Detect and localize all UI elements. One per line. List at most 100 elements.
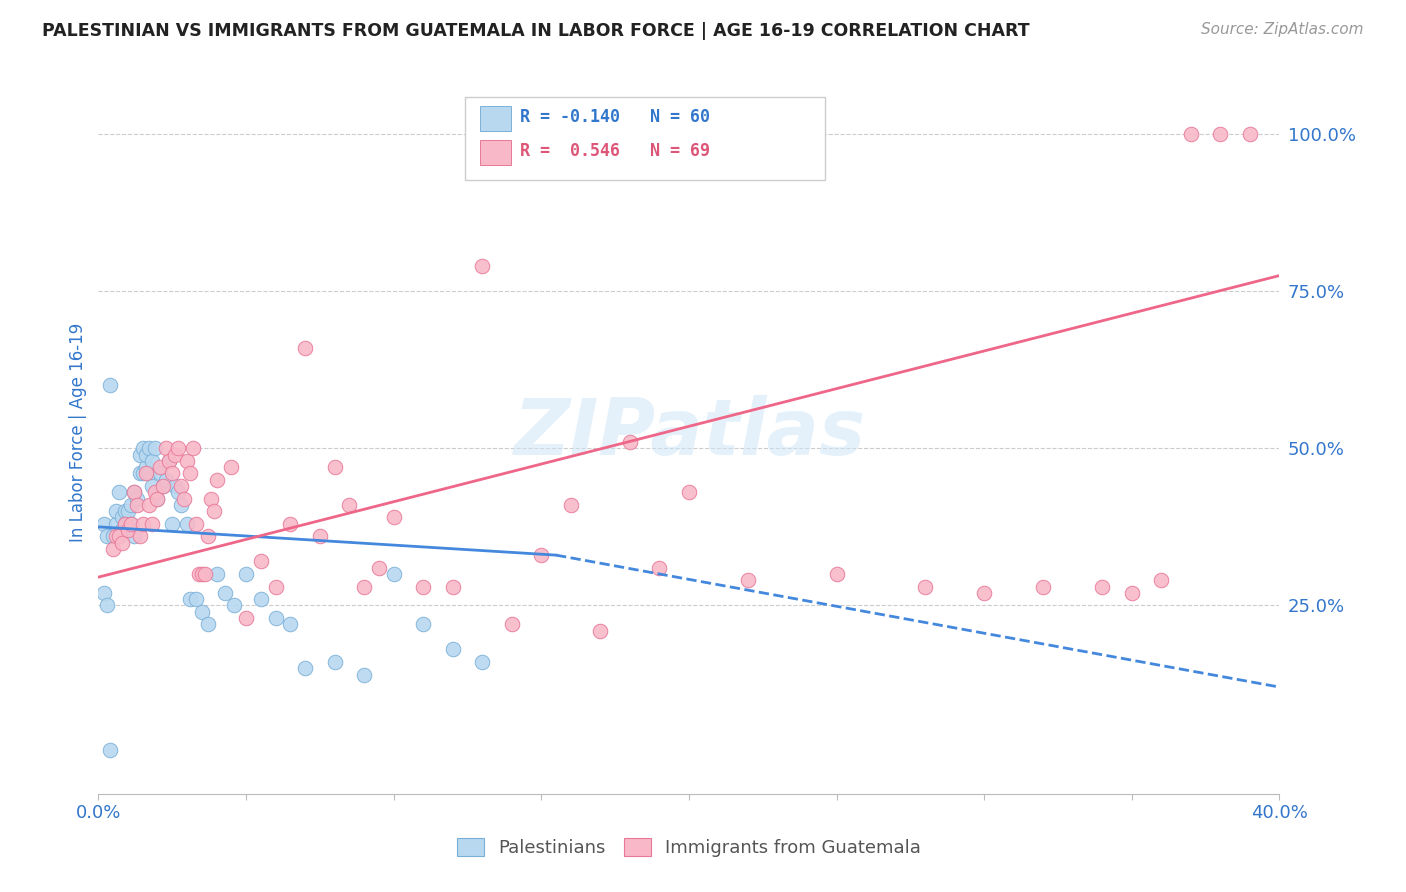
Point (353, 667, 375, 681)
Point (98, 378, 121, 392)
Point (103, 541, 125, 556)
Point (235, 566, 257, 581)
Point (157, 454, 180, 468)
FancyBboxPatch shape (479, 140, 510, 164)
Point (128, 448, 150, 462)
Point (1032, 580, 1054, 594)
Point (202, 504, 225, 518)
Point (309, 529, 332, 543)
FancyBboxPatch shape (479, 106, 510, 130)
Point (96, 599, 118, 613)
Point (205, 566, 228, 581)
Point (146, 491, 169, 506)
Point (280, 516, 302, 531)
Point (294, 341, 316, 355)
Point (471, 655, 494, 669)
Point (96, 529, 118, 543)
Point (382, 566, 405, 581)
Point (117, 516, 139, 531)
Point (149, 467, 172, 481)
Point (471, 259, 494, 273)
Point (93, 586, 115, 600)
Point (1209, 127, 1232, 141)
Point (368, 560, 391, 574)
Point (138, 467, 160, 481)
Point (103, 529, 125, 543)
Point (170, 498, 193, 512)
Point (167, 442, 190, 456)
Point (125, 498, 148, 512)
Point (135, 467, 157, 481)
Point (382, 510, 405, 524)
Point (194, 566, 217, 581)
Point (737, 574, 759, 588)
Point (1091, 580, 1114, 594)
Point (93, 516, 115, 531)
Point (157, 454, 180, 468)
Point (214, 586, 236, 600)
Point (173, 491, 195, 506)
Point (184, 516, 207, 531)
Point (501, 617, 523, 632)
Point (108, 485, 131, 500)
Point (441, 580, 464, 594)
Point (264, 580, 287, 594)
Point (143, 485, 166, 500)
Point (105, 529, 128, 543)
Point (108, 529, 131, 543)
Point (176, 454, 198, 468)
Point (162, 516, 183, 531)
Point (149, 460, 172, 475)
Point (441, 642, 464, 657)
Point (138, 498, 160, 512)
Point (648, 560, 671, 574)
Point (114, 516, 136, 531)
Point (235, 611, 257, 625)
Point (117, 504, 139, 518)
Point (152, 479, 174, 493)
Point (197, 617, 219, 632)
Legend: Palestinians, Immigrants from Guatemala: Palestinians, Immigrants from Guatemala (450, 830, 928, 864)
Point (98, 743, 121, 757)
Point (353, 580, 375, 594)
Point (120, 498, 142, 512)
Point (412, 580, 434, 594)
Point (125, 491, 148, 506)
Point (205, 473, 228, 487)
Point (264, 611, 287, 625)
Point (184, 592, 207, 607)
Point (128, 467, 150, 481)
Y-axis label: In Labor Force | Age 16-19: In Labor Force | Age 16-19 (69, 323, 87, 542)
Text: PALESTINIAN VS IMMIGRANTS FROM GUATEMALA IN LABOR FORCE | AGE 16-19 CORRELATION : PALESTINIAN VS IMMIGRANTS FROM GUATEMALA… (42, 22, 1029, 40)
Point (111, 523, 134, 537)
Point (619, 435, 641, 450)
Point (224, 599, 246, 613)
Point (560, 498, 582, 512)
Point (114, 504, 136, 518)
Point (973, 586, 995, 600)
Point (135, 448, 157, 462)
Point (105, 516, 128, 531)
Point (589, 624, 612, 638)
Point (280, 617, 302, 632)
Point (221, 460, 243, 475)
Point (191, 605, 214, 619)
Point (294, 661, 316, 675)
Point (250, 554, 273, 568)
Point (179, 592, 201, 607)
Point (179, 467, 201, 481)
Point (105, 504, 128, 518)
FancyBboxPatch shape (464, 96, 825, 180)
Point (141, 516, 163, 531)
Point (181, 442, 204, 456)
Point (114, 516, 136, 531)
Point (146, 491, 169, 506)
Point (530, 548, 553, 562)
Point (914, 580, 936, 594)
Text: R = -0.140   N = 60: R = -0.140 N = 60 (520, 108, 710, 126)
Point (825, 566, 848, 581)
Point (412, 617, 434, 632)
Point (1150, 574, 1173, 588)
Point (141, 454, 163, 468)
Point (323, 655, 346, 669)
